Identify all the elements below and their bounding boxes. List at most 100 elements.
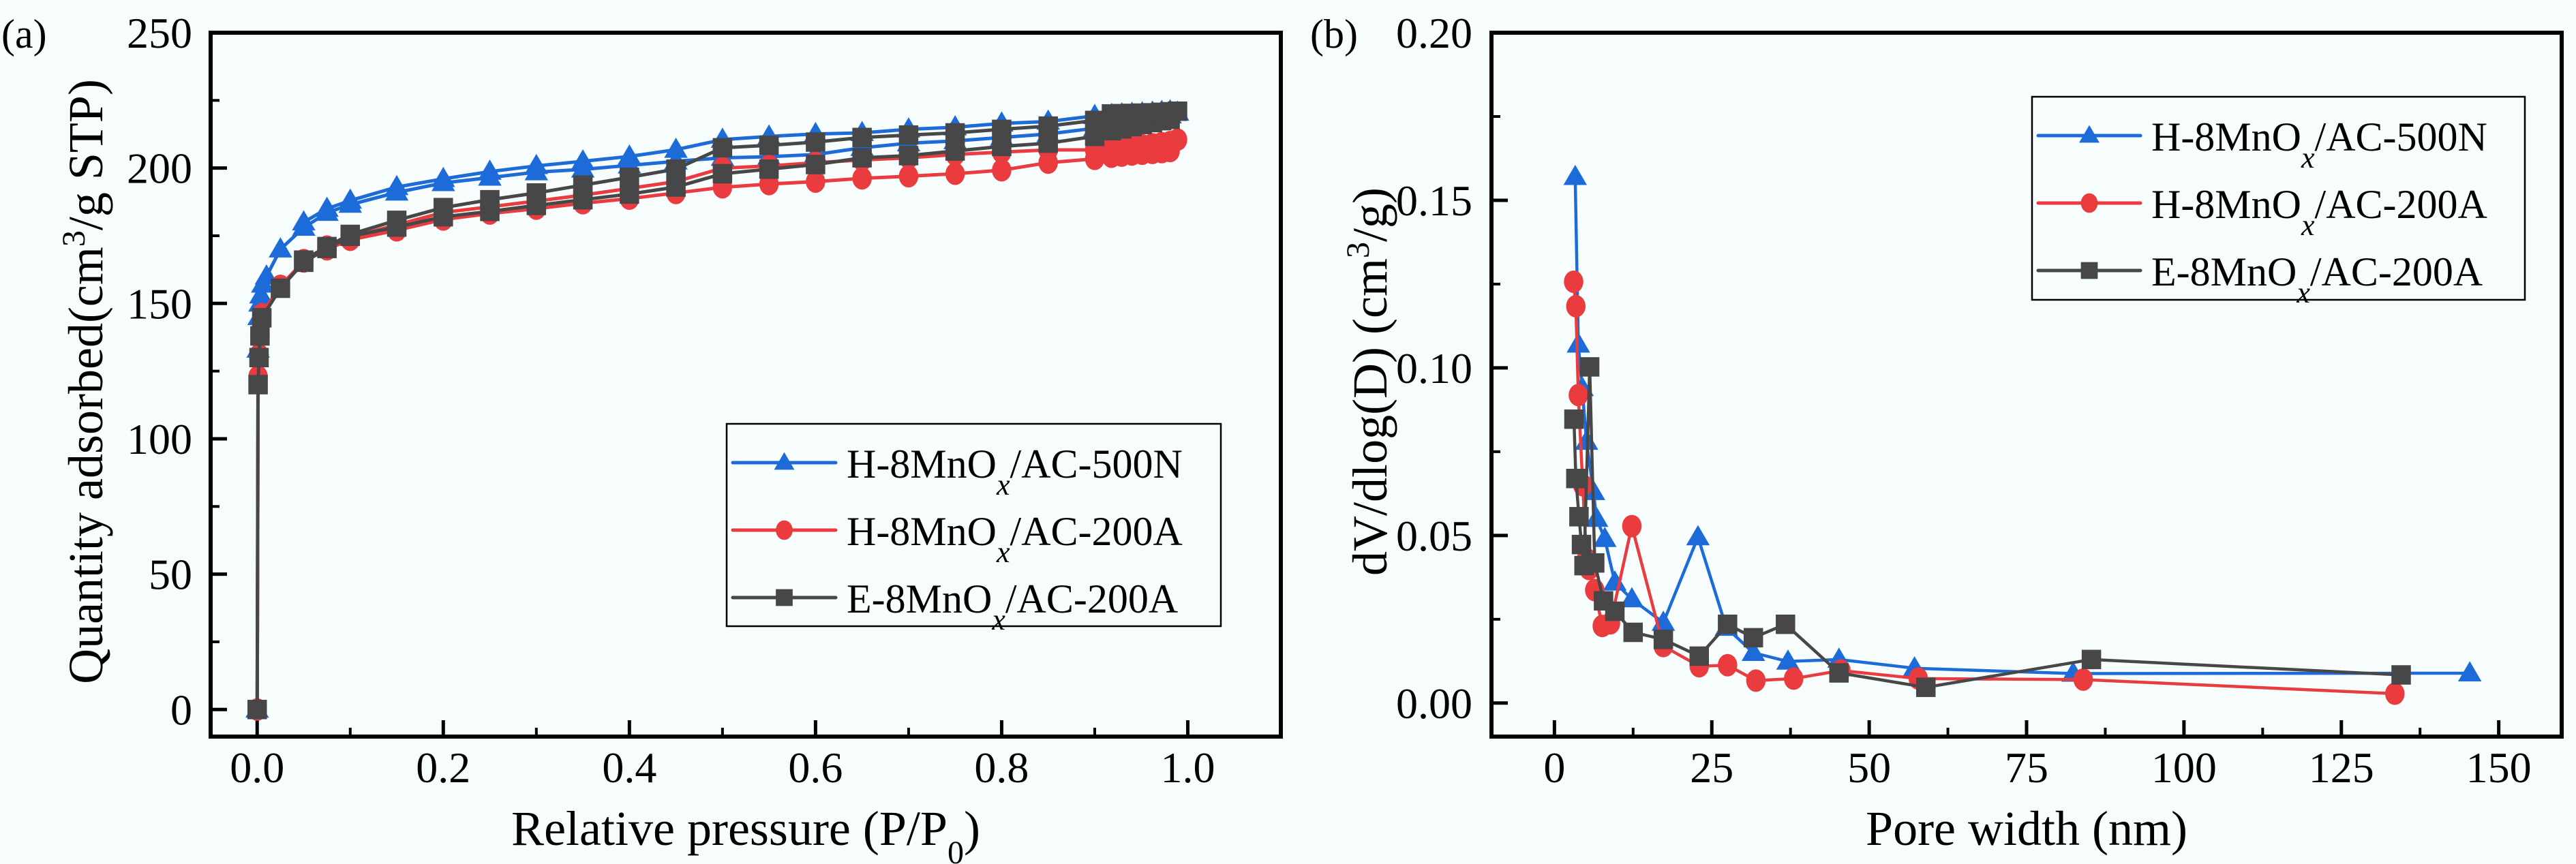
- b-x-tick-label: 100: [2151, 743, 2217, 792]
- b-data-point: [1718, 614, 1738, 634]
- b-data-point: [1563, 164, 1588, 185]
- b-y-tick-label: 0.00: [1396, 679, 1472, 728]
- a-legend-item: H-8MnOx/AC-500N: [731, 442, 1183, 502]
- b-data-point: [2081, 649, 2102, 670]
- a-data-point: [480, 189, 500, 210]
- panel-b-x-axis-title: Pore width (nm): [1866, 801, 2187, 856]
- b-data-point: [1569, 507, 1589, 527]
- a-data-point: [992, 119, 1012, 140]
- a-legend-marker: [776, 589, 793, 606]
- a-legend-marker: [774, 452, 795, 470]
- a-data-point: [252, 308, 272, 328]
- a-data-point: [666, 159, 686, 179]
- a-data-point: [664, 137, 688, 158]
- a-y-tick-label: 0: [170, 685, 192, 734]
- a-x-tick-label: 0.2: [416, 743, 470, 792]
- b-data-point: [1566, 294, 1586, 318]
- a-data-point: [898, 165, 919, 188]
- panel-a-label: (a): [1, 12, 47, 57]
- a-data-point: [1102, 104, 1121, 124]
- b-data-point: [1718, 653, 1738, 677]
- a-x-tick-label: 0.8: [974, 743, 1029, 792]
- b-legend-label: H-8MnOx/AC-200A: [2151, 182, 2487, 242]
- a-legend-item: H-8MnOx/AC-200A: [731, 509, 1183, 569]
- panel-b-label: (b): [1310, 12, 1358, 57]
- b-y-tick-label: 0.10: [1396, 344, 1472, 392]
- a-data-point: [852, 167, 872, 190]
- b-y-tick-label: 0.05: [1396, 512, 1472, 560]
- a-data-point: [666, 177, 686, 197]
- a-data-point: [387, 211, 407, 230]
- b-data-point: [1915, 677, 1936, 697]
- a-series-square: [247, 101, 1187, 720]
- b-data-point: [1686, 525, 1710, 546]
- panel-a-legend: H-8MnOx/AC-500N H-8MnOx/AC-200A E-8MnOx/AC…: [725, 422, 1222, 636]
- b-data-point: [1746, 669, 1766, 692]
- a-data-point: [526, 183, 547, 203]
- b-data-point: [1623, 622, 1643, 643]
- a-data-point: [945, 141, 965, 161]
- a-legend-label: H-8MnOx/AC-200A: [847, 509, 1183, 569]
- panel-a-isotherm: (a) 0.0 0.2 0.4 0.6 0.8 1.0 0 50 100 150 200 250 Re…: [1, 9, 1283, 864]
- a-data-point: [384, 174, 409, 196]
- b-data-point: [1620, 587, 1644, 608]
- b-data-point: [1776, 649, 1800, 670]
- a-data-point: [250, 326, 270, 346]
- b-data-point: [1592, 527, 1617, 547]
- a-data-point: [271, 278, 290, 298]
- b-legend-label: E-8MnOx/AC-200A: [2151, 249, 2483, 309]
- b-legend-marker: [2080, 193, 2098, 213]
- a-data-point: [431, 166, 455, 187]
- a-data-point: [269, 237, 292, 258]
- a-data-point: [434, 198, 453, 217]
- a-legend-label: E-8MnOx/AC-200A: [847, 576, 1178, 636]
- a-data-point: [898, 125, 919, 145]
- panel-b-plot-frame: [1489, 31, 2564, 739]
- a-data-point: [712, 164, 733, 184]
- a-data-point: [806, 155, 825, 174]
- b-legend-item: E-8MnOx/AC-200A: [2036, 249, 2483, 309]
- b-y-tick-label: 0.20: [1396, 9, 1472, 57]
- a-data-point: [1085, 110, 1105, 130]
- a-y-tick-label: 150: [127, 279, 192, 328]
- a-data-point: [852, 148, 872, 168]
- a-data-point: [1038, 116, 1058, 136]
- b-legend-marker: [2080, 262, 2098, 279]
- b-data-point: [1571, 534, 1592, 555]
- panel-b-legend-box: [2031, 95, 2526, 301]
- panel-a-x-axis-title: Relative pressure (P/P0): [511, 801, 980, 864]
- a-data-point: [478, 159, 502, 180]
- a-x-tick-label: 0.4: [602, 743, 656, 792]
- a-data-point: [992, 136, 1012, 157]
- b-data-point: [2457, 661, 2482, 681]
- panel-a-y-axis-title: Quantity adsorbed(cm3/g STP): [56, 79, 114, 684]
- a-data-point: [317, 236, 337, 257]
- b-data-point: [1579, 357, 1600, 377]
- a-x-tick-label: 0.6: [788, 743, 843, 792]
- b-legend-item: H-8MnOx/AC-500N: [2036, 114, 2487, 174]
- a-data-point: [712, 138, 733, 158]
- a-data-point: [1038, 133, 1058, 153]
- panel-b-y-axis-title: dV/dlog(D) (cm3/g): [1340, 187, 1398, 576]
- a-data-point: [806, 170, 825, 194]
- b-data-point: [1743, 628, 1763, 648]
- a-data-point: [292, 210, 316, 231]
- panel-b-series: [1563, 164, 2482, 705]
- a-data-point: [294, 250, 314, 270]
- a-y-tick-label: 250: [127, 9, 192, 57]
- a-x-tick-label: 0.0: [230, 743, 284, 792]
- panel-a-axis-ticks: 0.0 0.2 0.4 0.6 0.8 1.0 0 50 100 150 200 250: [127, 9, 1215, 792]
- b-data-point: [1653, 630, 1673, 649]
- b-data-point: [1784, 667, 1804, 690]
- a-data-point: [898, 146, 919, 166]
- a-data-point: [340, 224, 361, 245]
- a-data-point: [618, 144, 641, 165]
- panel-a-plot-frame: [209, 31, 1283, 739]
- b-data-point: [1741, 641, 1766, 661]
- a-data-point: [249, 283, 273, 304]
- a-data-point: [248, 375, 268, 395]
- a-legend-marker: [776, 520, 793, 540]
- b-legend-marker: [2079, 125, 2100, 143]
- a-data-point: [759, 159, 779, 179]
- b-x-tick-label: 150: [2466, 743, 2532, 792]
